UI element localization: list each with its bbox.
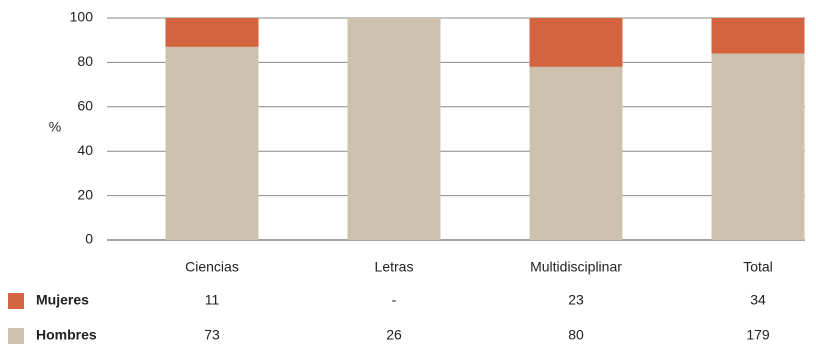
bar-segment [711,53,805,240]
legend-swatch [8,328,24,344]
bar-segment [165,46,259,240]
y-tick-label: 40 [77,142,93,158]
y-axis-label: % [49,119,61,135]
y-tick-label: 80 [77,53,93,69]
x-tick-label: Letras [375,259,414,275]
table-cell: - [392,292,397,308]
bar-segment [529,18,623,67]
y-tick-label: 20 [77,186,93,202]
table-cell: 26 [386,327,402,343]
y-tick-label: 60 [77,98,93,114]
table-cell: 73 [204,327,220,343]
x-tick-label: Multidisciplinar [530,259,622,275]
legend-label: Mujeres [36,292,89,308]
bar-segment [711,18,805,54]
y-tick-label: 100 [70,9,94,25]
table-cell: 11 [205,292,220,308]
table-cell: 80 [568,327,584,343]
legend-label: Hombres [36,327,97,343]
table-cell: 34 [750,292,766,308]
y-tick-label: 0 [85,231,93,247]
table-cell: 23 [568,292,584,308]
bar-segment [529,66,623,240]
table-cell: 179 [746,327,770,343]
legend-swatch [8,293,24,309]
bar-segment [165,18,259,47]
x-tick-label: Total [743,259,773,275]
x-tick-label: Ciencias [185,259,239,275]
bar-segment [347,18,441,240]
